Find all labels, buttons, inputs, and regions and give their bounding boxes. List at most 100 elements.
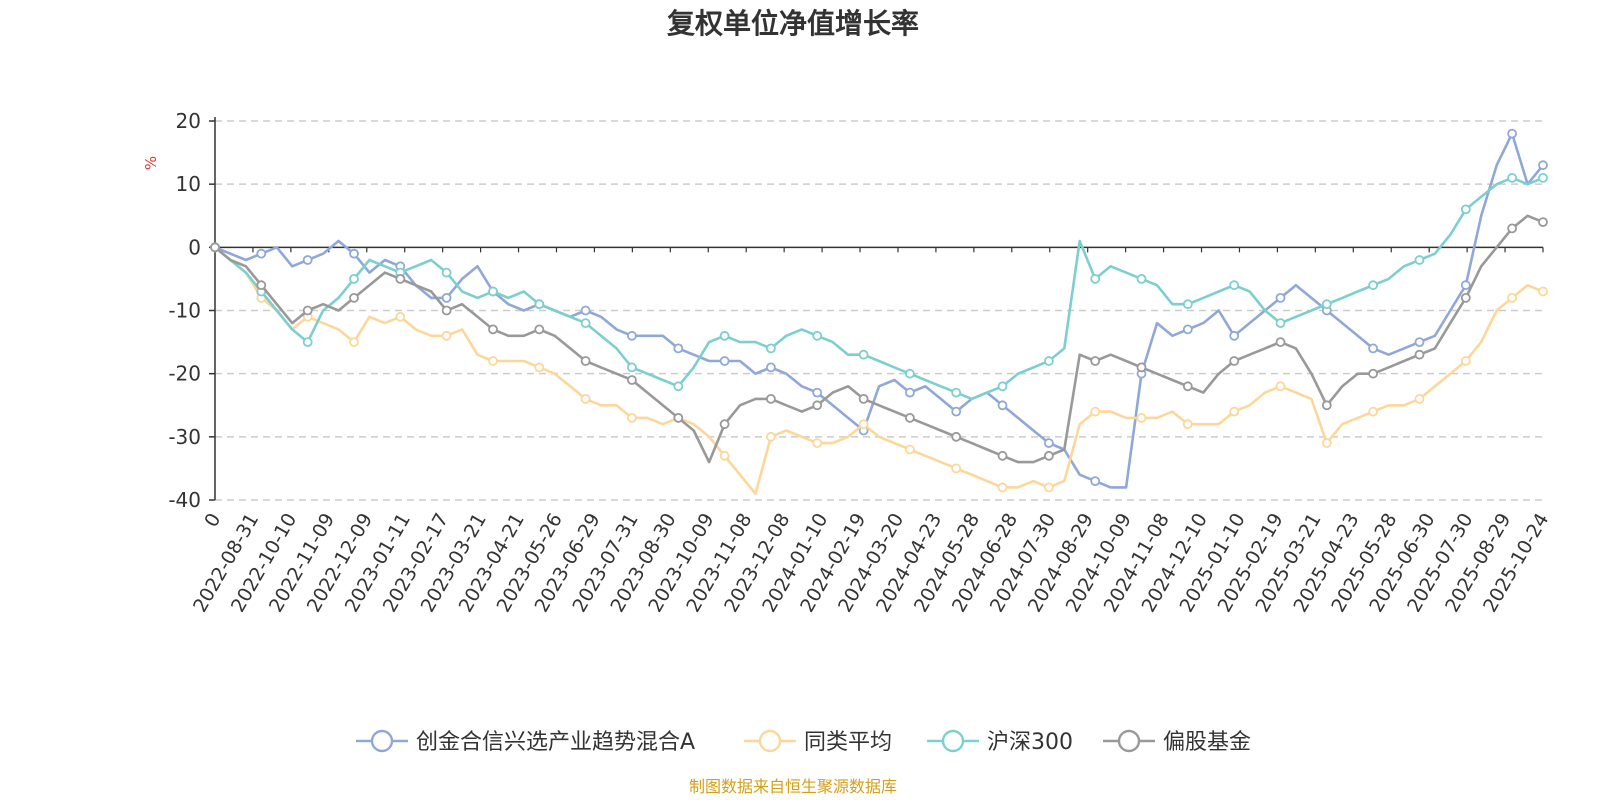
data-point (905, 444, 915, 455)
data-point (1090, 406, 1101, 417)
data-point (627, 330, 637, 341)
data-point (1229, 330, 1240, 341)
y-axis-unit: % (142, 156, 160, 170)
data-point (719, 330, 730, 341)
data-point (580, 393, 591, 404)
data-point (441, 267, 452, 278)
data-point (673, 412, 684, 423)
data-point (1414, 255, 1425, 265)
data-point (1044, 482, 1054, 493)
data-point (627, 375, 637, 385)
data-point (1182, 324, 1193, 335)
data-point (812, 438, 823, 449)
data-point (766, 431, 776, 442)
data-point (719, 450, 730, 461)
data-point (1538, 160, 1548, 171)
data-point (1368, 406, 1378, 417)
legend-label: 偏股基金 (1163, 730, 1251, 755)
data-point (905, 368, 915, 379)
data-point (534, 362, 545, 373)
data-point (256, 280, 267, 291)
data-point (534, 324, 545, 335)
data-point (534, 299, 545, 310)
y-tick-label: 10 (176, 172, 201, 196)
data-point (997, 381, 1008, 392)
data-point (395, 273, 406, 284)
data-point (1321, 299, 1332, 310)
legend-marker (1117, 729, 1141, 753)
data-point (766, 393, 776, 404)
data-point (858, 349, 869, 360)
legend-item[interactable]: 偏股基金 (1103, 729, 1251, 755)
data-point (1044, 356, 1054, 366)
data-point (580, 356, 591, 366)
data-point (812, 387, 823, 398)
data-point (441, 330, 452, 341)
data-point (256, 248, 267, 259)
series-line (214, 246, 1544, 495)
y-tick-label: 20 (176, 109, 201, 133)
legend-marker (758, 729, 782, 753)
data-point (1460, 292, 1471, 303)
data-point (1321, 438, 1332, 449)
data-point (1044, 450, 1054, 461)
series-lines (210, 128, 1548, 495)
data-point (1182, 381, 1193, 392)
data-point (905, 387, 915, 398)
data-point (441, 292, 452, 303)
series-2 (210, 172, 1548, 401)
axes (214, 117, 1543, 500)
y-axis-ticks: -40 -30 -20 -10 0 10 20 (168, 109, 215, 512)
data-point (1414, 337, 1425, 348)
data-point (812, 330, 823, 341)
data-point (812, 400, 823, 411)
legend-marker (941, 729, 965, 753)
legend-item[interactable]: 沪深300 (927, 729, 1073, 755)
data-point (1321, 400, 1332, 411)
legend-item[interactable]: 同类平均 (744, 729, 892, 755)
legend[interactable]: 创金合信兴选产业趋势混合A 同类平均 沪深300 偏股基金 (356, 729, 1251, 755)
data-point (210, 242, 220, 253)
y-tick-label: -40 (168, 488, 201, 512)
data-point (349, 337, 359, 348)
y-tick-label: -10 (168, 299, 201, 323)
data-point (1182, 299, 1193, 310)
data-point (1136, 273, 1147, 284)
series-line (214, 176, 1544, 401)
data-point (673, 343, 684, 354)
data-point (1538, 217, 1548, 228)
data-point (951, 406, 962, 417)
data-point (488, 356, 498, 366)
data-point (580, 318, 591, 329)
x-tick-label: 0 (200, 510, 225, 531)
data-point (349, 273, 359, 284)
data-point (1538, 286, 1548, 297)
y-tick-label: -30 (168, 425, 201, 449)
data-point (627, 362, 637, 373)
legend-item[interactable]: 创金合信兴选产业趋势混合A (356, 729, 695, 755)
legend-label: 创金合信兴选产业趋势混合A (416, 730, 695, 755)
data-point (1460, 204, 1471, 215)
data-point (1275, 318, 1286, 329)
data-point (488, 286, 498, 297)
data-point (1507, 128, 1517, 139)
data-point (302, 255, 313, 265)
series-line (214, 214, 1544, 464)
data-point (858, 419, 869, 430)
data-point (951, 431, 962, 442)
data-point (1460, 280, 1471, 291)
data-point (997, 450, 1008, 461)
data-point (673, 381, 684, 392)
data-point (1136, 412, 1147, 423)
data-point (719, 356, 730, 366)
data-point (951, 387, 962, 398)
y-tick-label: -20 (168, 362, 201, 386)
data-point (349, 248, 359, 259)
data-point (1090, 273, 1101, 284)
data-point (1229, 280, 1240, 291)
data-point (1414, 393, 1425, 404)
data-point (580, 305, 591, 316)
data-point (905, 412, 915, 423)
data-point (1414, 349, 1425, 360)
